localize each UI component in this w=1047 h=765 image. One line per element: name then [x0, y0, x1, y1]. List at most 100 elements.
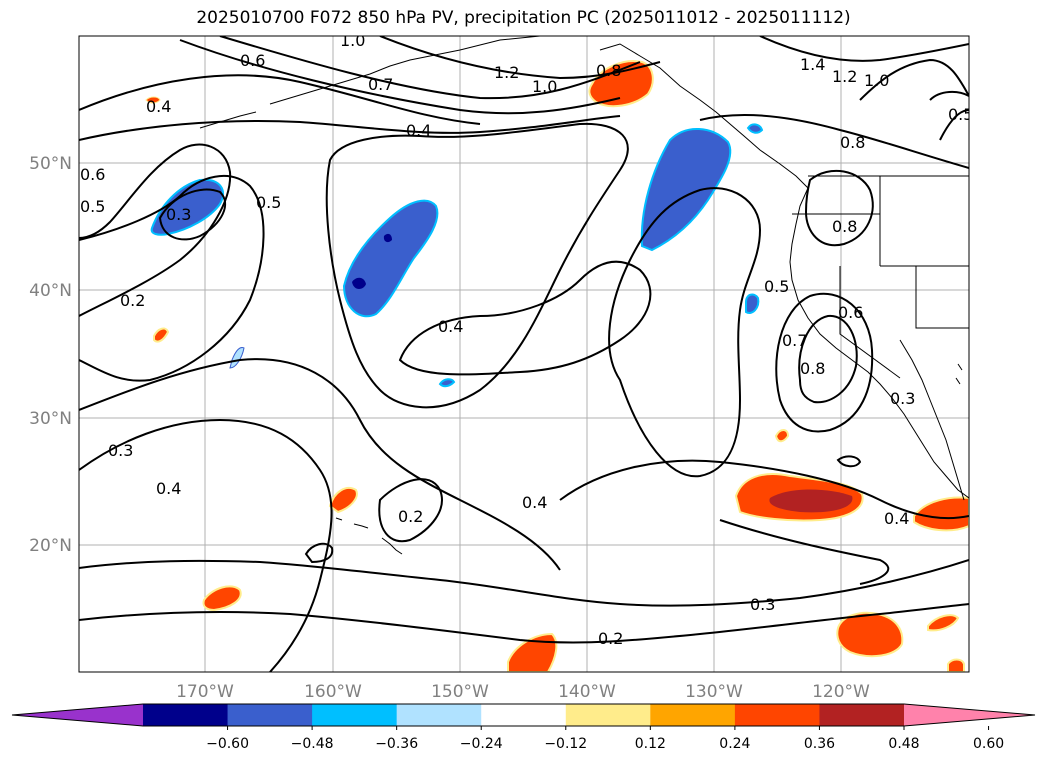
contour-0-2-south — [378, 478, 443, 543]
contour-0-8-north — [804, 170, 874, 247]
colorbar-tick-label: −0.36 — [375, 736, 418, 752]
contour-label: 0.4 — [156, 479, 181, 498]
contour-0-5-far-east — [929, 90, 969, 141]
contour-label: 0.7 — [782, 331, 807, 350]
colorbar-tick-label: 0.24 — [719, 736, 750, 752]
contour-1-2 — [379, 36, 661, 80]
colorbar — [11, 703, 1036, 727]
lat-label: 30°N — [29, 409, 72, 429]
colorbar-extend-min — [12, 704, 143, 726]
colorbar-tick-label: −0.60 — [206, 736, 249, 752]
state-borders — [792, 175, 969, 379]
colorbar-segment — [819, 704, 905, 726]
contour-0-8-low — [798, 314, 858, 404]
lon-label: 140°W — [558, 682, 616, 702]
colorbar-segment — [481, 704, 567, 726]
contour-label: 0.3 — [750, 595, 775, 614]
latitude-labels: 50°N 40°N 30°N 20°N — [29, 154, 72, 556]
map-title: 2025010700 F072 850 hPa PV, precipitatio… — [196, 8, 851, 28]
contour-label: 0.5 — [80, 197, 105, 216]
contour-label: 0.5 — [948, 105, 973, 124]
precip-blob-southeast — [836, 611, 904, 658]
contour-0-2-far-south — [79, 603, 969, 644]
contour-label: 1.0 — [340, 31, 365, 50]
contour-0-2-west — [79, 143, 232, 317]
precip-blob-central — [342, 199, 439, 318]
precip-core-central-2 — [383, 233, 392, 243]
colorbar-tick-label: 0.12 — [635, 736, 666, 752]
precip-blob-small-2 — [438, 378, 456, 388]
contour-label: 0.4 — [884, 509, 909, 528]
precip-blob-small-4 — [746, 123, 764, 134]
aleutian-islands — [199, 55, 431, 129]
contour-label: 0.6 — [838, 303, 863, 322]
precip-blob-small-5 — [774, 429, 790, 443]
contour-1-0-east — [859, 58, 969, 101]
precip-blob-small-7 — [927, 614, 960, 632]
colorbar-tick-labels: −0.60 −0.48 −0.36 −0.24 −0.12 0.12 0.24 0.36 0.4… — [206, 726, 1004, 752]
contour-label: 0.3 — [890, 389, 915, 408]
colorbar-segment — [227, 704, 313, 726]
contour-0-7-low — [775, 292, 874, 433]
contour-small-loop-2 — [836, 455, 862, 468]
lon-label: 150°W — [431, 682, 489, 702]
lat-label: 20°N — [29, 536, 72, 556]
contour-label: 0.8 — [800, 359, 825, 378]
contour-label: 0.2 — [398, 507, 423, 526]
colorbar-segment — [734, 704, 820, 726]
contour-labels: 1.0 0.6 0.7 1.2 1.0 0.8 1.4 1.2 1.0 0.5 … — [80, 31, 973, 648]
contour-0-3-west — [158, 188, 227, 241]
baja-islands — [955, 363, 963, 385]
contour-label: 0.4 — [146, 97, 171, 116]
colorbar-tick-label: −0.24 — [460, 736, 503, 752]
contour-label: 0.2 — [120, 291, 145, 310]
contour-label: 0.4 — [406, 121, 431, 140]
contour-1-0-north — [219, 36, 641, 100]
contour-0-4-inner — [398, 260, 652, 376]
contour-0-4-north — [79, 115, 621, 141]
precip-blob-hawaii-area — [328, 487, 358, 514]
contour-0-3-far-south — [79, 559, 969, 607]
colorbar-extend-max — [904, 704, 1035, 726]
precip-blob-small-9 — [145, 96, 161, 104]
precip-blob-small-8 — [947, 658, 965, 672]
precip-core-central — [352, 277, 366, 289]
precip-blob-alaska — [588, 60, 654, 108]
colorbar-segment — [565, 704, 651, 726]
contour-label: 1.0 — [864, 71, 889, 90]
precip-blob-west — [150, 178, 225, 236]
contour-label: 0.3 — [108, 441, 133, 460]
california-baja — [899, 339, 965, 501]
precip-blob-northeast — [640, 127, 732, 252]
contour-0-4-central-left — [325, 122, 629, 409]
precip-blob-small-3 — [229, 347, 245, 369]
contour-0-7 — [179, 39, 621, 115]
precip-blob-south-central — [507, 632, 558, 672]
lon-label: 160°W — [304, 682, 362, 702]
precip-core-subtropical — [769, 489, 853, 513]
contour-east-long — [719, 519, 890, 585]
lat-label: 50°N — [29, 154, 72, 174]
contour-label: 0.4 — [522, 493, 547, 512]
lon-label: 170°W — [176, 682, 234, 702]
colorbar-outline — [11, 703, 1036, 727]
lat-label: 40°N — [29, 281, 72, 301]
contour-label: 0.6 — [80, 165, 105, 184]
contour-label: 0.8 — [840, 133, 865, 152]
alaska-coast — [429, 36, 809, 189]
contour-label: 1.4 — [800, 55, 825, 74]
contour-label: 0.2 — [598, 629, 623, 648]
contour-1-4 — [759, 36, 969, 62]
lon-label: 130°W — [685, 682, 743, 702]
contour-label: 0.3 — [166, 205, 191, 224]
contour-label: 1.0 — [532, 77, 557, 96]
contour-label: 0.4 — [438, 317, 463, 336]
contour-small-loop-1 — [304, 542, 334, 564]
contour-label: 0.8 — [832, 217, 857, 236]
precip-blob-far-east — [913, 496, 969, 532]
longitude-labels: 170°W 160°W 150°W 140°W 130°W 120°W — [176, 682, 870, 702]
contour-0-4-south — [79, 358, 561, 571]
colorbar-tick-label: 0.60 — [973, 736, 1004, 752]
precip-blob-small-6 — [153, 327, 170, 343]
colorbar-segment — [650, 704, 736, 726]
